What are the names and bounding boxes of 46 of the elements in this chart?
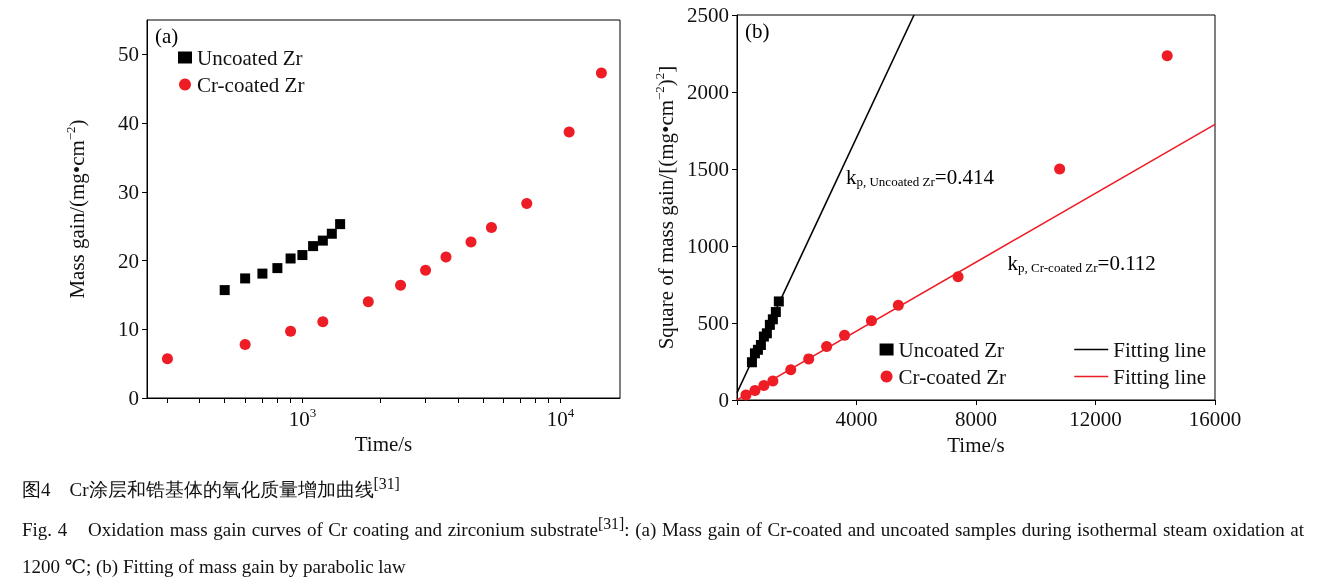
y-tick-label: 2500 [687, 3, 729, 27]
legend-label: Fitting line [1113, 364, 1207, 389]
y-tick-label: 20 [118, 248, 139, 273]
legend-label: Uncoated Zr [197, 45, 303, 70]
y-tick-label: 50 [118, 42, 139, 67]
y-tick-label: 0 [128, 386, 139, 410]
point [1161, 50, 1173, 62]
point [749, 385, 761, 397]
y-tick-label: 0 [718, 388, 729, 412]
y-tick-label: 30 [118, 179, 139, 204]
point [892, 299, 904, 311]
legend-label: Fitting line [1113, 337, 1207, 362]
y-axis-title: Mass gain/(mg•cm−2) [63, 119, 89, 299]
y-tick-label: 1500 [687, 157, 729, 181]
y-tick-label: 10 [118, 317, 139, 342]
y-tick-label: 40 [118, 111, 139, 136]
point [785, 364, 797, 376]
annotation: (a) [155, 23, 179, 48]
y-tick-label: 1000 [687, 234, 729, 258]
point [821, 340, 833, 352]
y-axis-title: Square of mass gain/[(mg•cm−2)2] [652, 65, 678, 350]
x-tick-label: 12000 [1069, 406, 1122, 431]
x-tick-label: 8000 [955, 406, 997, 431]
x-axis-title: Time/s [354, 432, 413, 457]
legend-label: Uncoated Zr [898, 337, 1005, 362]
legend-label: Cr-coated Zr [197, 72, 305, 97]
x-axis-title: Time/s [947, 432, 1005, 457]
point [839, 329, 851, 341]
point [865, 315, 877, 327]
point [758, 380, 770, 392]
x-tick-label: 4000 [835, 406, 878, 431]
point [952, 271, 964, 283]
annotation: (b) [745, 18, 770, 43]
text: Fig. 4 Oxidation mass gain curves of Cr coating and zirconium substrate$^{[31]}$: (a) Mass gain of Cr-coated and uncoated samples during isothermal steam oxidation at 1200 ℃; (b) Fitting of mass gain by parabolic law [22, 515, 1304, 577]
point [770, 307, 781, 318]
point [773, 296, 784, 307]
legend-label: Cr-coated Zr [898, 364, 1007, 389]
point [767, 375, 779, 387]
point [740, 389, 752, 401]
point [803, 353, 815, 365]
y-tick-label: 500 [697, 311, 729, 335]
x-tick-label: 16000 [1188, 406, 1242, 431]
point [746, 357, 757, 368]
text: 图4 Cr涂层和锆基体的氧化质量增加曲线$^{[31]}$ [22, 474, 401, 503]
point [1054, 163, 1066, 175]
y-tick-label: 2000 [687, 80, 729, 104]
